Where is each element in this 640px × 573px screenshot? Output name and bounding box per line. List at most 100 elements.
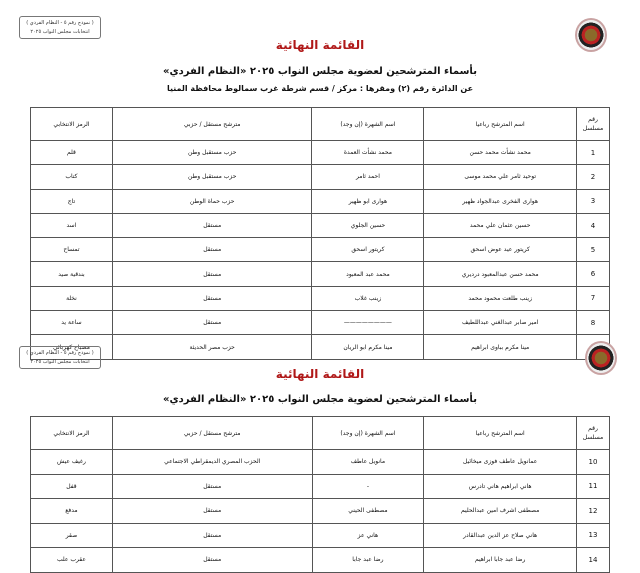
table-row: 13 هاني صلاح عز الدين عبدالقادر هاني عز مست… [30,522,610,548]
page-title: القائمة النهائية [275,38,365,52]
header-sym: الرمز الانتخابي [30,107,113,141]
page-subtitle: بأسماء المترشحين لعضوية مجلس النواب ٢٠٢٥… [163,394,477,405]
candidates-table-2: رقم مسلسل اسم المترشح رباعيا اسم الشهرة (إ… [30,416,610,573]
cell-aff: حزب مستقبل وطن [111,139,313,166]
cell-name: امير صابر عبدالغني عبداللطيف [423,310,578,336]
table-row: 11 هاني ابراهيم هاني تادرس - مستقل قفل [30,473,610,499]
header-nick: اسم الشهرة (إن وجد) [311,107,425,141]
cell-num: 10 [576,449,610,475]
cell-sym: عقرب علب [30,547,113,573]
cell-nick: مانويل عاطف [311,449,425,475]
stamp-line: ( نموذج رقم ٥ - النظام الفردي ) [26,350,94,356]
table-row: 14 رضا عبد جابا ابراهيم رضا عبد جابا مستقل ع… [30,547,610,573]
cell-num: 6 [576,261,610,287]
cell-nick: حسين الجلوي [311,212,425,239]
cell-sym: قلم [30,139,113,166]
cell-nick: هاني عز [311,522,425,548]
cell-sym: رغيف عيش [30,449,113,475]
stamp-line: ( نموذج رقم ٥ - النظام الفردي ) [26,20,94,26]
table-row: 1 محمد نشأت محمد حسن محمد نشأت العمدة حزب م… [30,139,610,166]
cell-nick: زينب غلاب [311,285,425,312]
stamp-line: انتخابات مجلس النواب ٢٠٢٥ [30,359,90,365]
cell-nick: احمد ثامر [311,164,425,190]
page-subtitle: بأسماء المترشحين لعضوية مجلس النواب ٢٠٢٥… [163,66,477,77]
header-row: رقم مسلسل اسم المترشح رباعيا اسم الشهرة (إ… [30,107,610,141]
cell-num: 11 [576,473,610,499]
cell-nick: رضا عبد جابا [311,547,425,573]
header-row: رقم مسلسل اسم المترشح رباعيا اسم الشهرة (إ… [30,416,610,450]
header-name: اسم المترشح رباعيا [423,107,578,141]
table-row: 10 عمانويل عاطف فوزى ميخائيل مانويل عاطف ال… [30,449,610,475]
cell-num: 4 [576,212,610,239]
cell-nick: محمد عبد المعبود [311,261,425,287]
header-name: اسم المترشح رباعيا [423,416,578,450]
header-aff: مترشح مستقل / حزبي [111,416,313,450]
header-aff: مترشح مستقل / حزبي [111,107,313,141]
cell-name: رضا عبد جابا ابراهيم [423,547,578,573]
cell-sym: تمساح [30,237,113,263]
cell-num: 2 [576,164,610,190]
district-line: عن الدائرة رقم (٢) ومقرها : مركز / قسم ش… [166,84,474,93]
cell-name: كريتور عيد عوض اسحق [423,237,578,263]
cell-aff: مستقل [111,237,313,263]
cell-aff: مستقل [111,212,313,239]
cell-sym: نخلة [30,285,113,312]
cell-num: 8 [576,310,610,336]
cell-name: محمد نشأت محمد حسن [423,139,578,166]
cell-sym: بندقية صيد [30,261,113,287]
cell-num: 5 [576,237,610,263]
cell-name: حسين عثمان علي محمد [423,212,578,239]
table-row: 4 حسين عثمان علي محمد حسين الجلوي مستقل اسد [30,212,610,239]
header-num: رقم مسلسل [576,107,610,141]
header-num: رقم مسلسل [576,416,610,450]
cell-aff: حزب مصر الحديثة [111,334,313,360]
cell-nick: ———————— [311,310,425,336]
table-row: 12 مصطفى اشرف امين عبدالحليم مصطفى الحيني م… [30,498,610,524]
cell-aff: مستقل [111,547,313,573]
cell-num: 7 [576,285,610,312]
table-row: 8 امير صابر عبدالغني عبداللطيف ———————— مست… [30,310,610,336]
cell-name: هوارى الفخرى عبدالجواد ظهير [423,188,578,214]
cell-sym: مدفع [30,498,113,524]
cell-aff: مستقل [111,310,313,336]
cell-sym: ساعة يد [30,310,113,336]
cell-name: محمد حسن عبدالمعبود درديري [423,261,578,287]
cell-name: توحيد ثامر علي محمد موسى [423,164,578,190]
cell-nick: - [311,473,425,499]
cell-aff: مستقل [111,498,313,524]
cell-name: زينب طلعت محمود محمد [423,285,578,312]
cell-sym: كتاب [30,164,113,190]
cell-num: 3 [576,188,610,214]
cell-name: مينا مكرم بباوى ابراهيم [423,334,578,360]
page-title: القائمة النهائية [275,367,365,381]
cell-aff: حزب مستقبل وطن [111,164,313,190]
cell-name: عمانويل عاطف فوزى ميخائيل [423,449,578,475]
form-stamp: ( نموذج رقم ٥ - النظام الفردي ) انتخابات … [19,346,101,369]
header-sym: الرمز الانتخابي [30,416,113,450]
cell-nick: مصطفى الحيني [311,498,425,524]
emblem-logo [585,341,617,375]
cell-nick: مينا مكرم ابو الريان [311,334,425,360]
emblem-logo [575,18,607,52]
cell-aff: حزب حماة الوطن [111,188,313,214]
cell-aff: مستقل [111,473,313,499]
cell-num: 12 [576,498,610,524]
cell-num: 14 [576,547,610,573]
table-row: 3 هوارى الفخرى عبدالجواد ظهير هوارى ابو ظه… [30,188,610,214]
form-stamp: ( نموذج رقم ٥ - النظام الفردي ) انتخابات … [19,16,101,39]
cell-name: هاني ابراهيم هاني تادرس [423,473,578,499]
cell-sym: صقر [30,522,113,548]
cell-sym: قفل [30,473,113,499]
cell-nick: هوارى ابو ظهير [311,188,425,214]
cell-name: هاني صلاح عز الدين عبدالقادر [423,522,578,548]
cell-nick: كريتور اسحق [311,237,425,263]
cell-aff: مستقل [111,261,313,287]
table-row: 7 زينب طلعت محمود محمد زينب غلاب مستقل نخلة [30,285,610,312]
candidates-table-1: رقم مسلسل اسم المترشح رباعيا اسم الشهرة (إ… [30,107,610,360]
cell-sym: اسد [30,212,113,239]
table-row: 5 كريتور عيد عوض اسحق كريتور اسحق مستقل تمسا… [30,237,610,263]
cell-num: 1 [576,139,610,166]
cell-aff: الحزب المصري الديمقراطي الاجتماعي [111,449,313,475]
header-nick: اسم الشهرة (إن وجد) [311,416,425,450]
